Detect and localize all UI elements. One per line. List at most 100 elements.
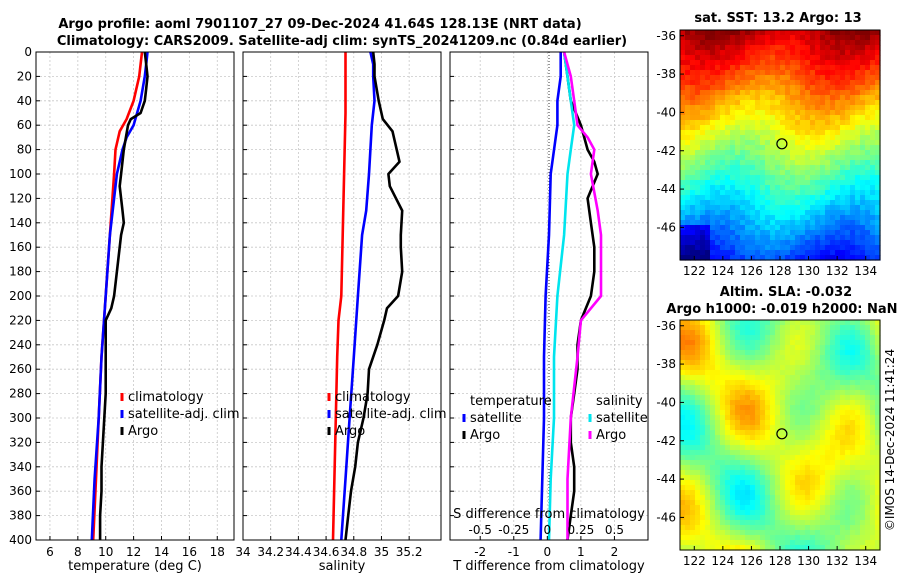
legend-label: satellite-adj. clim (335, 407, 447, 422)
series-line-argo (344, 51, 404, 541)
series-line-argo (98, 51, 149, 540)
y-tick-label: 120 (9, 191, 32, 205)
map-y-tick-label: -44 (656, 472, 676, 486)
sst-map-panel: sat. SST: 13.2 Argo: 13 122 124 126 128 130 1… (656, 11, 881, 278)
map-y-tick-label: -38 (656, 357, 676, 371)
legend-label: satellite (596, 411, 648, 426)
map-y-tick-label: -36 (656, 319, 676, 333)
map-x-tick-label: 132 (826, 264, 849, 278)
map-x-tick-label: 124 (711, 264, 734, 278)
legend-label: Argo (128, 424, 158, 439)
series-line-satellite-adj-clim (90, 51, 149, 541)
x-tick-label: 34.8 (340, 545, 367, 559)
difference-xlabel: T difference from climatology (452, 559, 645, 574)
legend-label: satellite-adj. clim (128, 407, 240, 422)
s-tick-label: -0.25 (498, 523, 529, 537)
y-tick-label: 260 (9, 362, 32, 376)
y-tick-label: 240 (9, 338, 32, 352)
salinity-xlabel: salinity (319, 559, 366, 574)
y-tick-label: 180 (9, 265, 32, 279)
figure-title-line1: Argo profile: aoml 7901107_27 09-Dec-202… (58, 17, 581, 32)
map-x-tick-label: 122 (683, 264, 706, 278)
x-tick-label: 0 (544, 545, 552, 559)
map-x-tick-label: 130 (797, 264, 820, 278)
x-tick-label: 34 (235, 545, 250, 559)
y-tick-label: 100 (9, 167, 32, 181)
series-line-t-argo (562, 51, 600, 541)
x-tick-label: -1 (508, 545, 520, 559)
series-line-satellite-adj-clim (340, 51, 376, 541)
y-tick-label: 160 (9, 240, 32, 254)
y-tick-label: 220 (9, 313, 32, 327)
sla-map-title-line1: Altim. SLA: -0.032 (720, 285, 852, 300)
map-x-tick-label: 132 (826, 554, 849, 568)
legend-title-salinity: salinity (596, 394, 643, 409)
salinity-profile-panel: 34 34.2 34.4 34.6 34.8 35 35.2 salinity climat… (235, 51, 447, 574)
map-x-tick-label: 134 (854, 264, 877, 278)
x-tick-label: 14 (154, 545, 169, 559)
x-tick-label: 34.6 (313, 545, 340, 559)
y-tick-label: 300 (9, 411, 32, 425)
s-tick-label: 0 (544, 523, 552, 537)
x-tick-label: 10 (98, 545, 113, 559)
sla-argo-position-marker (776, 428, 788, 440)
x-tick-label: 8 (74, 545, 82, 559)
y-tick-label: 320 (9, 435, 32, 449)
x-tick-label: 18 (210, 545, 225, 559)
sla-map-title-line2: Argo h1000: -0.019 h2000: NaN (666, 302, 897, 317)
x-tick-label: 34.2 (257, 545, 284, 559)
series-line-s-argo (562, 51, 603, 540)
y-tick-label: 140 (9, 216, 32, 230)
map-y-tick-label: -36 (656, 29, 676, 43)
map-y-tick-label: -40 (656, 105, 676, 119)
y-tick-label: 340 (9, 460, 32, 474)
map-y-tick-label: -42 (656, 434, 676, 448)
map-y-tick-label: -46 (656, 510, 676, 524)
x-tick-label: 35.2 (396, 545, 423, 559)
series-line-climatology (331, 52, 347, 541)
map-y-tick-label: -42 (656, 144, 676, 158)
legend-label: climatology (335, 390, 411, 405)
s-tick-label: 0.25 (568, 523, 595, 537)
legend-label: Argo (335, 424, 365, 439)
y-tick-label: 360 (9, 484, 32, 498)
y-tick-label: 400 (9, 533, 32, 547)
map-x-tick-label: 126 (740, 264, 763, 278)
y-tick-label: 40 (17, 94, 32, 108)
x-tick-label: -2 (474, 545, 486, 559)
x-tick-label: 16 (182, 545, 197, 559)
map-x-tick-label: 126 (740, 554, 763, 568)
x-tick-label: 12 (126, 545, 141, 559)
y-tick-label: 280 (9, 387, 32, 401)
temperature-xlabel: temperature (deg C) (68, 559, 202, 574)
temperature-profile-panel: 6 8 10 12 14 16 180204060801001201401601802002… (9, 45, 240, 574)
map-y-tick-label: -46 (656, 220, 676, 234)
legend-title-temperature: temperature (470, 394, 552, 409)
sst-argo-position-marker (776, 138, 788, 150)
legend-label: Argo (596, 428, 626, 443)
s-tick-label: 0.5 (605, 523, 624, 537)
x-tick-label: 6 (46, 545, 54, 559)
map-x-tick-label: 122 (683, 554, 706, 568)
x-tick-label: 34.4 (285, 545, 312, 559)
imos-credit: ©IMOS 14-Dec-2024 11:41:24 (883, 349, 897, 531)
map-y-tick-label: -44 (656, 182, 676, 196)
series-line-s-satellite (547, 51, 576, 541)
legend-label: satellite (470, 411, 522, 426)
x-tick-label: 2 (611, 545, 619, 559)
map-y-tick-label: -38 (656, 67, 676, 81)
difference-profile-panel: -2 -1 0 1 2 -0.5 -0.25 0 0.25 0.5 T difference fr… (449, 51, 649, 574)
y-tick-label: 380 (9, 509, 32, 523)
y-tick-label: 60 (17, 118, 32, 132)
x-tick-label: 1 (577, 545, 585, 559)
map-x-tick-label: 128 (769, 264, 792, 278)
figure-title-line2: Climatology: CARS2009. Satellite-adj cli… (57, 34, 627, 49)
map-y-tick-label: -40 (656, 395, 676, 409)
sla-map-panel: Altim. SLA: -0.032 Argo h1000: -0.019 h2… (656, 285, 897, 568)
y-tick-label: 200 (9, 289, 32, 303)
series-line-t-satellite (539, 52, 563, 541)
map-x-tick-label: 130 (797, 554, 820, 568)
map-x-tick-label: 128 (769, 554, 792, 568)
y-tick-label: 0 (24, 45, 32, 59)
